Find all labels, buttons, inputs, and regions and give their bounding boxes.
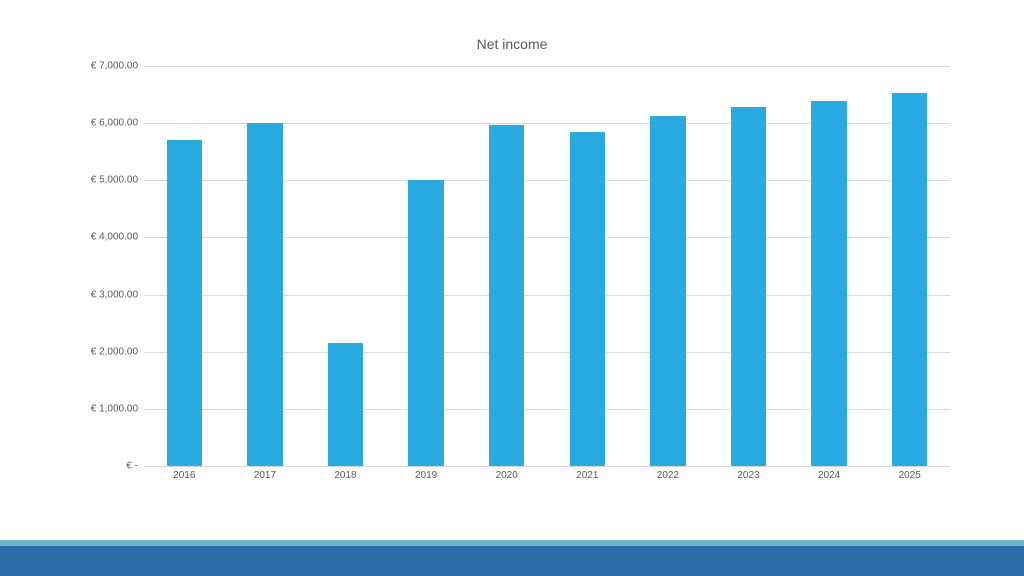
x-axis-label: 2018: [334, 470, 356, 481]
chart-title: Net income: [0, 36, 1024, 52]
bar: [811, 101, 846, 466]
x-axis-label: 2016: [173, 470, 195, 481]
bar: [731, 107, 766, 466]
x-axis-label: 2024: [818, 470, 840, 481]
x-axis-label: 2020: [496, 470, 518, 481]
y-axis-label: € 3,000.00: [82, 289, 138, 300]
bar: [328, 343, 363, 466]
gridline: [144, 66, 950, 67]
y-axis-label: € 1,000.00: [82, 403, 138, 414]
y-axis-label: € 2,000.00: [82, 346, 138, 357]
y-axis-label: € 6,000.00: [82, 118, 138, 129]
x-axis-label: 2021: [576, 470, 598, 481]
bar: [408, 180, 443, 466]
y-axis-label: € -: [82, 461, 138, 472]
y-axis-labels: € -€ 1,000.00€ 2,000.00€ 3,000.00€ 4,000…: [86, 66, 142, 466]
bar: [650, 116, 685, 466]
y-axis-label: € 4,000.00: [82, 232, 138, 243]
footer: [0, 540, 1024, 576]
x-axis-label: 2017: [254, 470, 276, 481]
bar: [247, 123, 282, 466]
x-axis-labels: 2016 2017 2018 2019 2020 2021 2022 2023 2024 2025: [144, 470, 950, 484]
bar: [167, 140, 202, 466]
x-axis-label: 2019: [415, 470, 437, 481]
y-axis-label: € 5,000.00: [82, 175, 138, 186]
bar: [892, 93, 927, 466]
bar: [570, 132, 605, 466]
bar: [489, 125, 524, 466]
chart-area: € -€ 1,000.00€ 2,000.00€ 3,000.00€ 4,000…: [86, 66, 950, 482]
gridline: [144, 466, 950, 467]
x-axis-label: 2025: [899, 470, 921, 481]
x-axis-label: 2023: [737, 470, 759, 481]
plot-area: [144, 66, 950, 466]
x-axis-label: 2022: [657, 470, 679, 481]
page: Net income € -€ 1,000.00€ 2,000.00€ 3,00…: [0, 0, 1024, 576]
footer-stripe-bottom: [0, 546, 1024, 576]
y-axis-label: € 7,000.00: [82, 61, 138, 72]
